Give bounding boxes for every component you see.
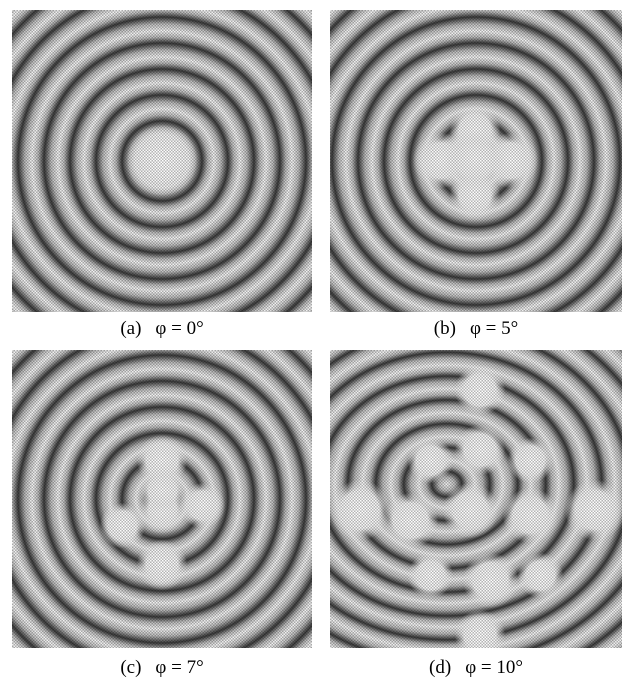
caption: (c) φ = 7° bbox=[12, 657, 312, 679]
bright-spot bbox=[100, 503, 145, 548]
pattern-panel bbox=[330, 350, 622, 648]
bright-spot bbox=[140, 468, 185, 513]
panel-label: (b) bbox=[434, 318, 456, 339]
bright-spot bbox=[463, 553, 518, 608]
bright-spot bbox=[408, 553, 453, 598]
bright-spot bbox=[518, 553, 563, 598]
panel-label: (a) bbox=[120, 318, 141, 339]
caption-text: φ = 7° bbox=[155, 657, 203, 678]
figure: (a) φ = 0° (b) φ = 5° (c) φ = 7° (d) φ = 10°… bbox=[0, 0, 622, 686]
panel-label: (c) bbox=[120, 657, 141, 678]
panel-label: (d) bbox=[429, 657, 451, 678]
bright-spot bbox=[508, 438, 553, 483]
bright-spot bbox=[445, 130, 505, 190]
caption: (a) φ = 0° bbox=[12, 318, 312, 340]
caption: (b) φ = 5° bbox=[326, 318, 622, 340]
caption: (d) φ = 10° bbox=[326, 657, 622, 679]
bright-spot bbox=[503, 488, 558, 543]
bright-spot bbox=[565, 480, 622, 540]
caption-text: φ = 5° bbox=[470, 318, 518, 339]
bright-spot bbox=[330, 480, 390, 540]
pattern-panel bbox=[12, 10, 312, 312]
bright-spot bbox=[383, 493, 438, 548]
bright-spot bbox=[408, 438, 453, 483]
caption-text: φ = 10° bbox=[465, 657, 523, 678]
bright-spot bbox=[443, 483, 498, 538]
bright-spot bbox=[455, 365, 505, 415]
bright-spot bbox=[180, 483, 225, 528]
caption-text: φ = 0° bbox=[155, 318, 203, 339]
bright-spot bbox=[127, 125, 197, 195]
pattern-panel bbox=[12, 350, 312, 648]
bright-spot bbox=[137, 540, 187, 590]
bright-spot bbox=[455, 425, 505, 475]
pattern-panel bbox=[330, 10, 622, 312]
